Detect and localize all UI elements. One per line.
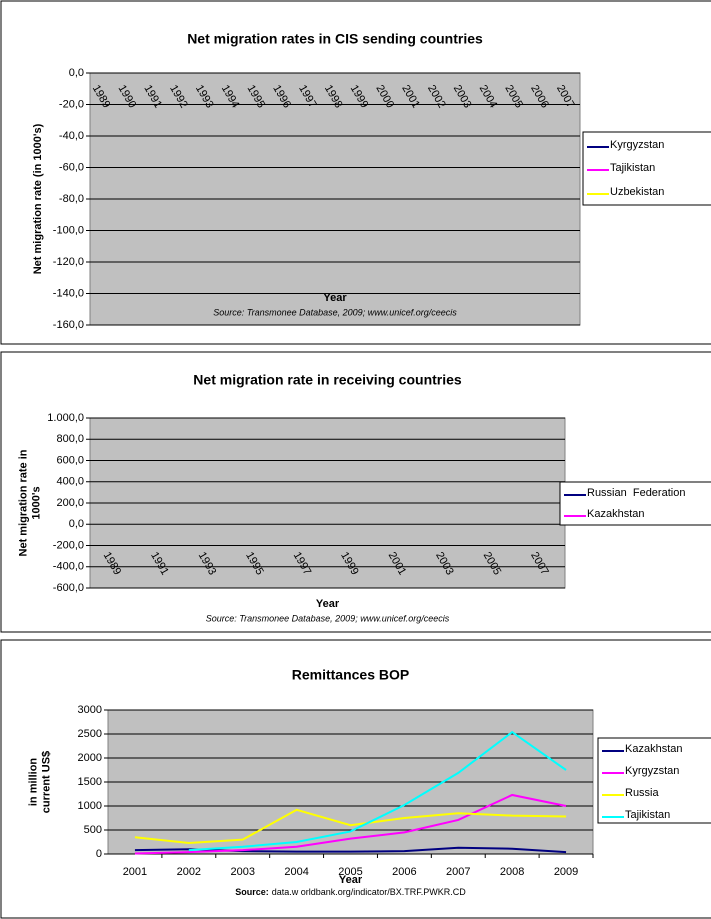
legend-label: Kyrgyzstan — [610, 139, 664, 151]
legend-label: Russian Federation — [587, 487, 685, 499]
source-note: Source: Transmonee Database, 2009; www.u… — [213, 307, 457, 317]
y-tick-label: -140,0 — [53, 287, 84, 299]
x-axis-title: Year — [323, 292, 347, 304]
legend-label: Uzbekistan — [610, 186, 664, 198]
source-note: Source: Transmonee Database, 2009; www.u… — [206, 613, 450, 623]
y-tick-label: 2500 — [78, 728, 102, 740]
y-tick-label: -80,0 — [59, 193, 84, 205]
y-axis-title: 1000's — [30, 486, 42, 519]
y-axis-title: Net migration rate (in 1000's) — [32, 123, 44, 274]
legend-label: Kazakhstan — [625, 743, 682, 755]
y-tick-label: -40,0 — [59, 130, 84, 142]
x-axis-title: Year — [316, 598, 340, 610]
source-label: Source: — [235, 887, 269, 897]
y-tick-label: 400,0 — [56, 476, 84, 488]
legend-box — [559, 481, 711, 526]
y-axis-title: current US$ — [40, 751, 52, 813]
series-line — [134, 808, 567, 844]
y-tick-label: 1000 — [78, 800, 102, 812]
y-tick-label: 1.000,0 — [47, 412, 84, 424]
y-tick-label: -60,0 — [59, 161, 84, 173]
x-tick-label: 2006 — [392, 866, 416, 878]
y-tick-label: 600,0 — [56, 454, 84, 466]
legend-label: Kyrgyzstan — [625, 765, 679, 777]
x-axis-title: Year — [339, 874, 363, 886]
y-tick-label: 1500 — [78, 776, 102, 788]
y-tick-label: -100,0 — [53, 224, 84, 236]
y-tick-label: -200,0 — [53, 539, 84, 551]
legend-label: Tajikistan — [625, 809, 670, 821]
series-line — [134, 793, 567, 855]
x-tick-label: 2009 — [554, 866, 578, 878]
y-tick-label: -600,0 — [53, 582, 84, 594]
x-tick-label: 2005 — [338, 866, 362, 878]
y-axis-title: Net migration rate in — [17, 449, 29, 556]
y-tick-label: -20,0 — [59, 98, 84, 110]
x-tick-label: 2003 — [230, 866, 254, 878]
chart-title: Remittances BOP — [292, 667, 409, 683]
x-tick-label: 2007 — [446, 866, 470, 878]
series-line — [188, 730, 567, 852]
x-tick-label: 2004 — [284, 866, 308, 878]
y-axis-title: in million — [27, 758, 39, 807]
y-tick-label: -160,0 — [53, 319, 84, 331]
y-tick-label: -120,0 — [53, 256, 84, 268]
y-tick-label: 0,0 — [69, 518, 84, 530]
y-tick-label: 800,0 — [56, 433, 84, 445]
legend-box — [582, 131, 711, 206]
legend-box — [597, 737, 711, 824]
source-note: Source: data.w orldbank.org/indicator/BX.… — [235, 887, 466, 897]
legend-label: Tajikistan — [610, 162, 655, 174]
y-tick-label: 200,0 — [56, 497, 84, 509]
legend-label: Russia — [625, 787, 660, 799]
y-tick-label: 2000 — [78, 752, 102, 764]
y-tick-label: 0 — [96, 848, 102, 860]
x-tick-label: 2001 — [123, 866, 147, 878]
source-text: data.w orldbank.org/indicator/BX.TRF.PWK… — [272, 887, 467, 897]
x-tick-label: 2008 — [500, 866, 524, 878]
x-tick-label: 2002 — [177, 866, 201, 878]
y-tick-label: 0,0 — [69, 67, 84, 79]
y-tick-label: -400,0 — [53, 561, 84, 573]
y-tick-label: 3000 — [78, 704, 102, 716]
y-tick-label: 500 — [84, 824, 102, 836]
chart-title: Net migration rate in receiving countrie… — [193, 372, 462, 388]
chart-title: Net migration rates in CIS sending count… — [187, 31, 483, 47]
legend-label: Kazakhstan — [587, 508, 644, 520]
